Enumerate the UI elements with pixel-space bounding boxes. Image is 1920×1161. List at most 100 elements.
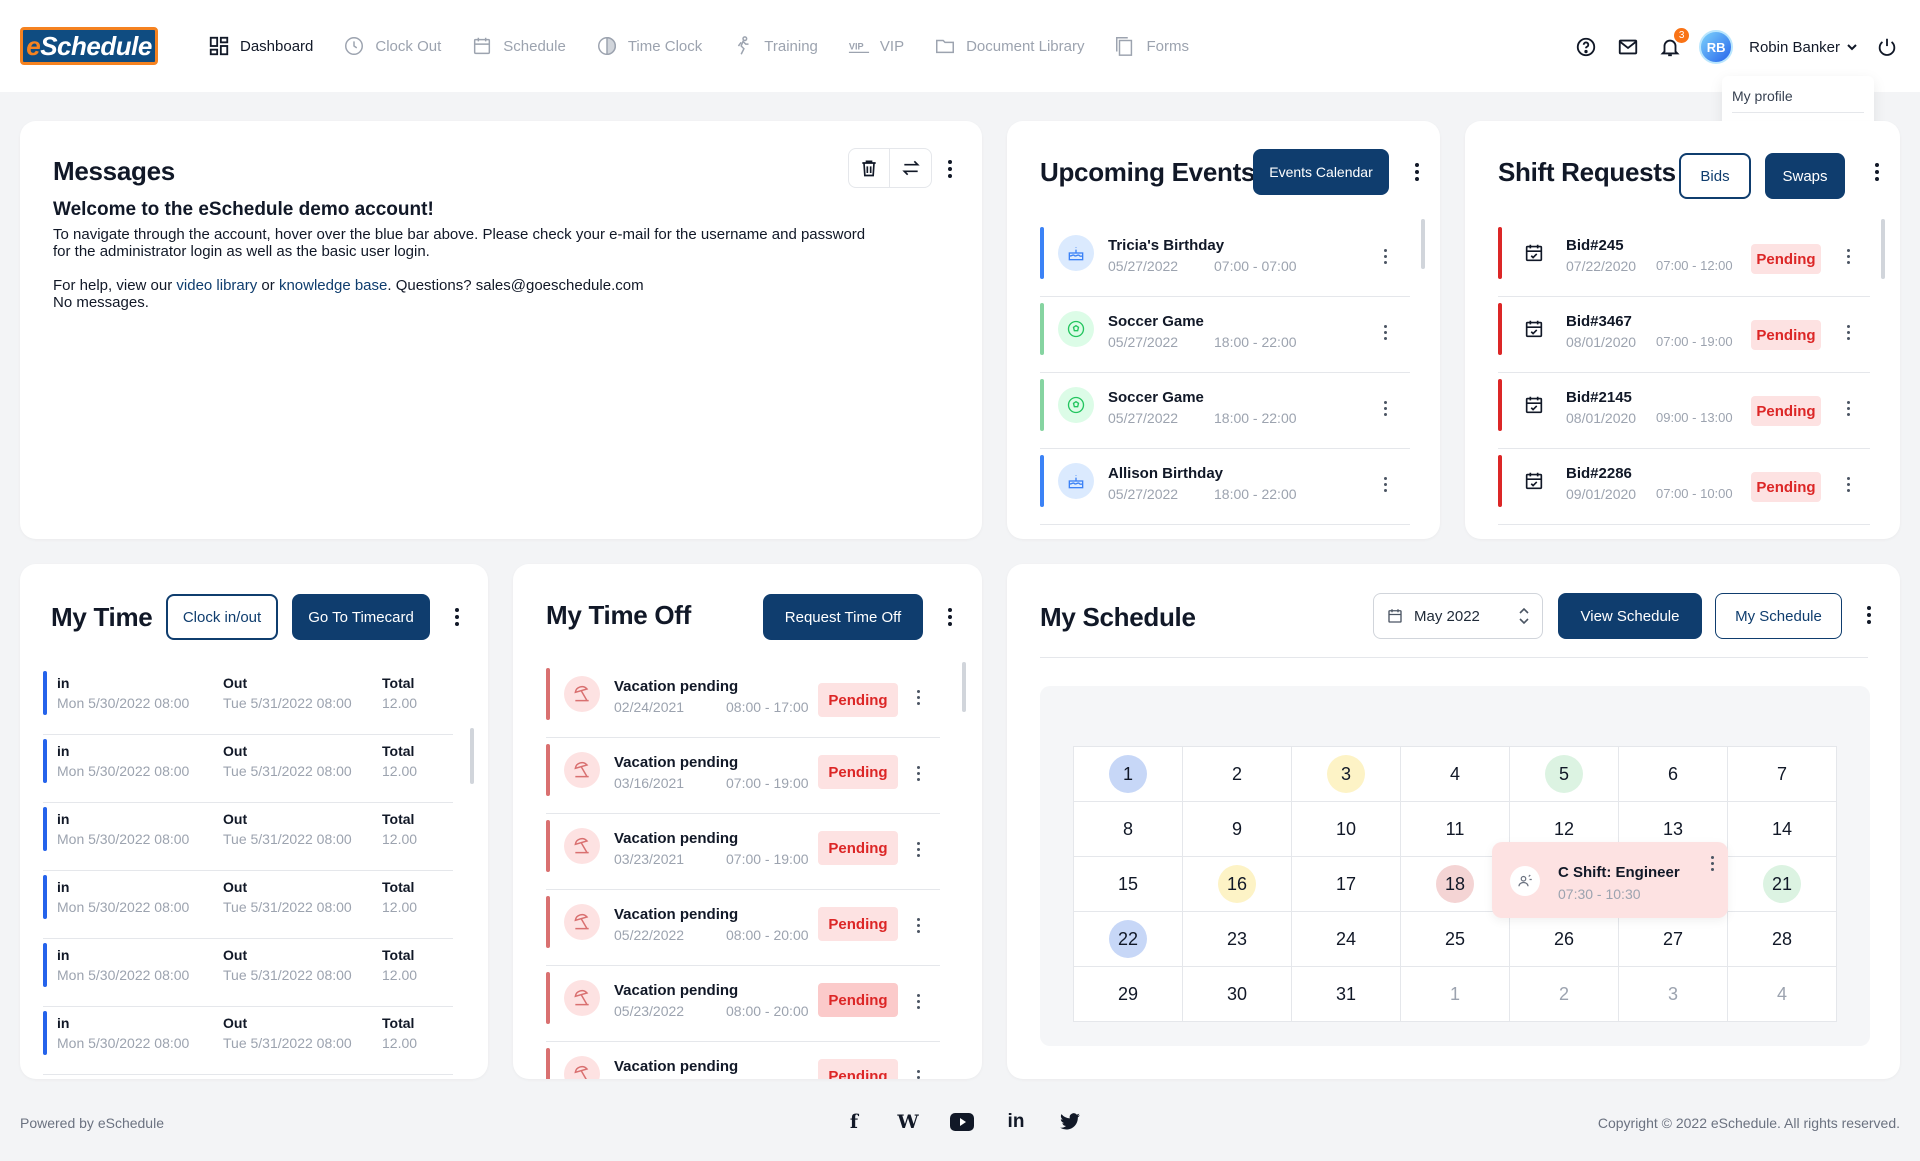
popup-more-icon[interactable] xyxy=(1702,850,1722,876)
more-icon[interactable] xyxy=(1375,319,1395,345)
messages-more-icon[interactable] xyxy=(940,156,960,182)
my-time-scrollbar[interactable] xyxy=(470,728,474,784)
table-row[interactable]: in Out Total Mon 5/30/2022 08:00 Tue 5/31/2… xyxy=(43,667,453,735)
list-item[interactable]: Vacation pending 05/22/2022 08:00 - 20:0… xyxy=(546,890,940,966)
linkedin-icon[interactable]: in xyxy=(1007,1111,1025,1132)
table-row[interactable]: in Out Total Mon 5/30/2022 08:00 Tue 5/31/2… xyxy=(43,803,453,871)
clock-in-out-button[interactable]: Clock in/out xyxy=(166,594,278,640)
calendar-day[interactable]: 30 xyxy=(1182,966,1292,1022)
calendar-day[interactable]: 31 xyxy=(1291,966,1401,1022)
more-icon[interactable] xyxy=(908,988,928,1014)
schedule-more-icon[interactable] xyxy=(1859,602,1879,628)
nav-training[interactable]: Training xyxy=(732,35,818,57)
calendar-day[interactable]: 26 xyxy=(1509,911,1619,967)
nav-vip[interactable]: VIP VIP xyxy=(848,35,904,57)
calendar-day[interactable]: 4 xyxy=(1727,966,1837,1022)
request-time-off-button[interactable]: Request Time Off xyxy=(763,594,923,640)
calendar-day[interactable]: 18 xyxy=(1400,856,1510,912)
avatar[interactable]: RB xyxy=(1699,30,1734,64)
nav-clock-out[interactable]: Clock Out xyxy=(343,35,441,57)
calendar-day[interactable]: 14 xyxy=(1727,801,1837,857)
events-scrollbar[interactable] xyxy=(1421,219,1425,269)
calendar-day[interactable]: 9 xyxy=(1182,801,1292,857)
calendar-day[interactable]: 28 xyxy=(1727,911,1837,967)
nav-time-clock[interactable]: Time Clock xyxy=(596,35,702,57)
more-icon[interactable] xyxy=(908,836,928,862)
more-icon[interactable] xyxy=(1838,243,1858,269)
calendar-day[interactable]: 2 xyxy=(1182,746,1292,802)
list-item[interactable]: Vacation pending 05/23/2022 08:00 - 20:0… xyxy=(546,966,940,1042)
list-item[interactable]: Vacation pending 03/16/2021 07:00 - 19:0… xyxy=(546,738,940,814)
shift-popup[interactable]: C Shift: Engineer 07:30 - 10:30 xyxy=(1492,842,1728,918)
calendar-day[interactable]: 10 xyxy=(1291,801,1401,857)
list-item[interactable]: Soccer Game 05/27/2022 18:00 - 22:00 xyxy=(1040,373,1410,449)
swap-arrows-icon[interactable] xyxy=(890,149,931,187)
calendar-day[interactable]: 15 xyxy=(1073,856,1183,912)
swaps-button[interactable]: Swaps xyxy=(1765,153,1845,199)
help-icon[interactable] xyxy=(1573,34,1599,60)
wikipedia-icon[interactable]: W xyxy=(897,1111,919,1133)
table-row[interactable]: in Out Total Mon 5/30/2022 08:00 Tue 5/31/2… xyxy=(43,735,453,803)
more-icon[interactable] xyxy=(1375,471,1395,497)
more-icon[interactable] xyxy=(908,760,928,786)
stepper-arrows-icon[interactable] xyxy=(1518,607,1530,625)
more-icon[interactable] xyxy=(1375,395,1395,421)
calendar-day[interactable]: 21 xyxy=(1727,856,1837,912)
calendar-day[interactable]: 2 xyxy=(1509,966,1619,1022)
youtube-icon[interactable] xyxy=(948,1108,976,1136)
list-item[interactable]: Vacation pending Pending xyxy=(546,1042,940,1079)
calendar-day[interactable]: 29 xyxy=(1073,966,1183,1022)
time-off-more-icon[interactable] xyxy=(940,604,960,630)
time-off-scrollbar[interactable] xyxy=(962,662,966,712)
calendar-day[interactable]: 1 xyxy=(1400,966,1510,1022)
calendar-day[interactable]: 27 xyxy=(1618,911,1728,967)
list-item[interactable]: Vacation pending 02/24/2021 08:00 - 17:0… xyxy=(546,662,940,738)
nav-forms[interactable]: Forms xyxy=(1114,35,1189,57)
calendar-day[interactable]: 8 xyxy=(1073,801,1183,857)
twitter-icon[interactable] xyxy=(1056,1108,1084,1136)
bell-icon[interactable]: 3 xyxy=(1657,28,1690,60)
my-time-more-icon[interactable] xyxy=(447,604,467,630)
calendar-day[interactable]: 5 xyxy=(1509,746,1619,802)
calendar-day[interactable]: 3 xyxy=(1618,966,1728,1022)
list-item[interactable]: Bid#2286 09/01/2020 07:00 - 10:00 Pendin… xyxy=(1498,449,1870,525)
facebook-icon[interactable]: f xyxy=(849,1111,859,1133)
calendar-day[interactable]: 23 xyxy=(1182,911,1292,967)
calendar-day[interactable]: 7 xyxy=(1727,746,1837,802)
more-icon[interactable] xyxy=(908,684,928,710)
calendar-day[interactable]: 17 xyxy=(1291,856,1401,912)
calendar-day[interactable]: 22 xyxy=(1073,911,1183,967)
more-icon[interactable] xyxy=(1375,243,1395,269)
nav-dashboard[interactable]: Dashboard xyxy=(208,35,313,57)
calendar-day[interactable]: 16 xyxy=(1182,856,1292,912)
table-row[interactable]: in Out Total Mon 5/30/2022 08:00 Tue 5/31/2… xyxy=(43,939,453,1007)
list-item[interactable]: Bid#2145 08/01/2020 09:00 - 13:00 Pendin… xyxy=(1498,373,1870,449)
video-library-link[interactable]: video library xyxy=(176,277,258,294)
eschedule-logo[interactable]: e Schedule xyxy=(20,27,158,65)
more-icon[interactable] xyxy=(908,912,928,938)
list-item[interactable]: Soccer Game 05/27/2022 18:00 - 22:00 xyxy=(1040,297,1410,373)
more-icon[interactable] xyxy=(1838,471,1858,497)
nav-document-library[interactable]: Document Library xyxy=(934,35,1084,57)
list-item[interactable]: Bid#3467 08/01/2020 07:00 - 19:00 Pendin… xyxy=(1498,297,1870,373)
shift-requests-more-icon[interactable] xyxy=(1867,159,1887,185)
view-schedule-button[interactable]: View Schedule xyxy=(1558,593,1702,639)
calendar-day[interactable]: 3 xyxy=(1291,746,1401,802)
knowledge-base-link[interactable]: knowledge base xyxy=(278,277,388,294)
list-item[interactable]: Tricia's Birthday 05/27/2022 07:00 - 07:… xyxy=(1040,221,1410,297)
table-row[interactable]: in Out Total Mon 5/30/2022 08:00 Tue 5/31/2… xyxy=(43,1007,453,1075)
calendar-day[interactable]: 25 xyxy=(1400,911,1510,967)
power-icon[interactable] xyxy=(1874,34,1900,60)
more-icon[interactable] xyxy=(908,1064,928,1079)
trash-icon[interactable] xyxy=(849,149,891,187)
my-schedule-button[interactable]: My Schedule xyxy=(1715,593,1842,639)
month-picker[interactable]: May 2022 xyxy=(1373,593,1543,639)
mail-icon[interactable] xyxy=(1615,34,1641,60)
more-icon[interactable] xyxy=(1838,395,1858,421)
nav-schedule[interactable]: Schedule xyxy=(471,35,566,57)
calendar-day[interactable]: 4 xyxy=(1400,746,1510,802)
list-item[interactable]: Bid#245 07/22/2020 07:00 - 12:00 Pending xyxy=(1498,221,1870,297)
bids-button[interactable]: Bids xyxy=(1679,153,1751,199)
events-calendar-button[interactable]: Events Calendar xyxy=(1253,149,1389,195)
list-item[interactable]: Vacation pending 03/23/2021 07:00 - 19:0… xyxy=(546,814,940,890)
